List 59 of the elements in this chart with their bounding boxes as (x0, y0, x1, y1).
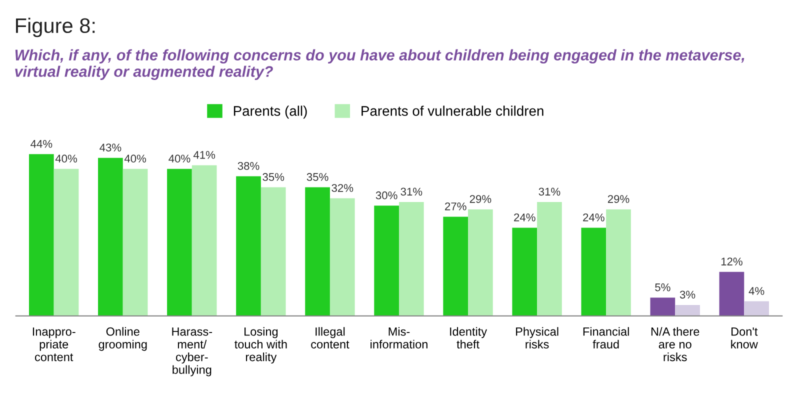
bar (330, 198, 355, 316)
data-label: 40% (124, 154, 146, 163)
data-label: 12% (721, 258, 742, 266)
legend-label: Parents of vulnerable children (362, 106, 544, 116)
bar (305, 187, 330, 316)
bar (54, 168, 79, 316)
data-label: 32% (332, 184, 354, 192)
x-tick-label: N/A there are no risks (651, 327, 700, 362)
data-label: 35% (262, 173, 284, 181)
bar (443, 216, 468, 316)
x-tick-label: Financial fraud (583, 327, 629, 348)
x-tick-label: Illegal content (311, 327, 350, 348)
bar (167, 168, 192, 316)
bar (512, 228, 538, 316)
data-label: 43% (100, 144, 122, 152)
bar (260, 187, 286, 316)
bar (650, 298, 676, 316)
bar (468, 209, 493, 316)
bar (537, 202, 562, 316)
bar (744, 301, 769, 316)
x-tick-label: Identity theft (450, 327, 488, 348)
data-label: 29% (608, 195, 630, 203)
data-label: 4% (748, 287, 764, 295)
x-tick-label: Losing touch with reality (234, 327, 287, 364)
bar (675, 304, 700, 316)
data-label: 31% (538, 188, 560, 196)
bar (398, 202, 424, 316)
chart-subtitle: Which, if any, of the following concerns do you have about children being engaged in the metaverse, virtual reality or augmented reality? (15, 49, 744, 80)
bar (192, 165, 217, 316)
legend-label: Parents (all) (234, 106, 307, 119)
x-tick-label: Inappro- priate content (32, 328, 76, 362)
bar (581, 228, 606, 316)
data-label: 38% (238, 162, 260, 170)
data-label: 27% (445, 202, 466, 210)
bar (606, 209, 631, 316)
data-label: 24% (583, 213, 604, 222)
x-tick-label: Mis- information (370, 327, 428, 348)
bar (98, 158, 123, 316)
bar (28, 154, 54, 316)
x-tick-label: Online grooming (98, 327, 147, 351)
data-label: 41% (193, 151, 216, 159)
bar (122, 168, 148, 316)
data-label: 40% (168, 154, 190, 163)
data-label: 30% (376, 191, 398, 200)
x-tick-label: Don't know (731, 328, 758, 348)
data-label: 35% (306, 173, 328, 181)
bar (374, 206, 399, 316)
data-label: 31% (400, 188, 422, 196)
x-tick-label: Harass- ment/ cyber- bullying (172, 328, 212, 376)
data-label: 40% (55, 154, 77, 163)
data-label: 29% (470, 195, 492, 203)
data-label: 24% (514, 213, 536, 222)
bar (719, 272, 744, 316)
data-label: 5% (655, 283, 670, 292)
data-label: 44% (30, 140, 52, 148)
data-label: 3% (680, 290, 696, 299)
bar (236, 176, 261, 316)
x-tick-label: Physical risks (516, 327, 558, 348)
chart-title: Figure 8: (16, 18, 95, 38)
